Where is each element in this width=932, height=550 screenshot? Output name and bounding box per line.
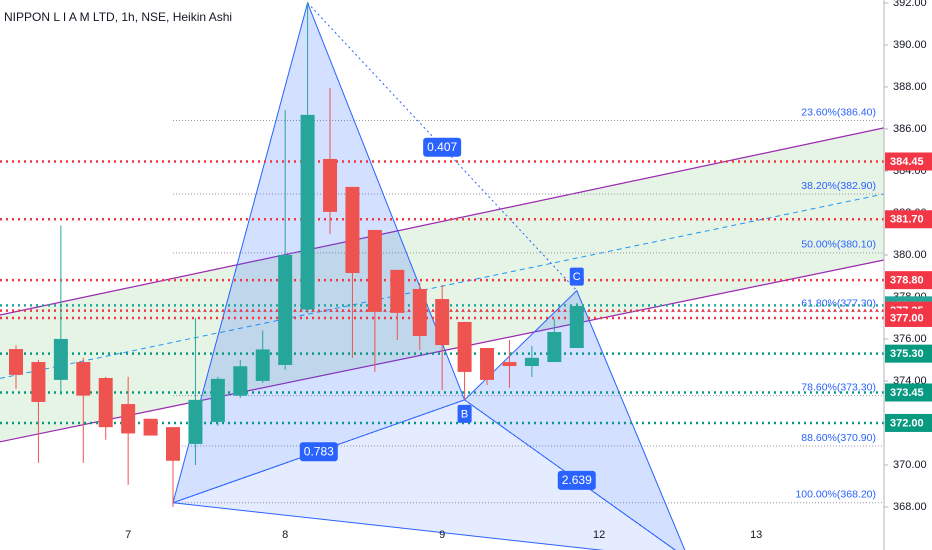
- pattern-point-box: [457, 404, 472, 423]
- y-tick-label: 388.00: [893, 81, 927, 93]
- candle-body: [255, 349, 270, 381]
- price-box: [885, 308, 932, 327]
- y-tick-label: 368.00: [893, 501, 927, 513]
- x-tick-label: 8: [282, 529, 288, 541]
- pattern-point-box: [569, 267, 584, 286]
- y-tick-label: 390.00: [893, 39, 927, 51]
- candle-body: [524, 357, 539, 367]
- price-box: [885, 210, 932, 229]
- ratio-label: 0.407: [427, 140, 457, 154]
- candle-body: [53, 338, 68, 380]
- candle-body: [390, 269, 405, 313]
- price-box-label: 384.45: [890, 156, 924, 168]
- price-box: [885, 344, 932, 363]
- fib-label: 50.00%(380.10): [801, 239, 876, 251]
- pattern-xd: [172, 502, 605, 550]
- fib-label: 78.60%(373.30): [801, 381, 876, 393]
- price-axis: 368.00370.00372.00374.00376.00378.00380.…: [884, 0, 932, 513]
- fib-label: 38.20%(382.90): [801, 180, 876, 192]
- price-box-label: 378.80: [890, 275, 924, 287]
- pattern-diag: [464, 399, 676, 550]
- price-box-label: 377.00: [890, 312, 924, 324]
- y-tick-label: 392.00: [893, 0, 927, 9]
- candle-body: [435, 299, 450, 346]
- pattern-xbd: [173, 399, 676, 550]
- price-box-label: 372.00: [890, 417, 924, 429]
- y-tick-label: 386.00: [893, 123, 927, 135]
- candle-body: [121, 404, 136, 434]
- candle-body: [457, 321, 472, 372]
- fib-label: 88.60%(370.90): [801, 432, 876, 444]
- candle-body: [547, 332, 562, 363]
- price-box-label: 381.70: [890, 214, 924, 226]
- price-box-label: 375.30: [890, 348, 924, 360]
- x-tick-label: 9: [439, 529, 445, 541]
- price-box-label: 373.45: [890, 387, 924, 399]
- x-tick-label: 12: [593, 529, 605, 541]
- candle-body: [76, 362, 91, 396]
- ratio-label: 2.639: [562, 473, 592, 487]
- candle-body: [143, 418, 158, 436]
- y-tick-label: 376.00: [893, 333, 927, 345]
- fib-label: 23.60%(386.40): [801, 106, 876, 118]
- pattern-point-label: B: [461, 408, 468, 420]
- plot-area: 23.60%(386.40) 38.20%(382.90) 50.00%(380.1…: [0, 1, 884, 550]
- candle-body: [210, 378, 225, 422]
- fib-label: 100.00%(368.20): [795, 489, 876, 501]
- chart-title: NIPPON L I A M LTD, 1h, NSE, Heikin Ashi: [4, 10, 232, 24]
- candle-body: [345, 186, 360, 274]
- x-tick-label: 7: [125, 529, 131, 541]
- candle-body: [166, 427, 181, 461]
- candle-body: [233, 366, 248, 396]
- price-box: [885, 152, 932, 171]
- channel-fill: [0, 127, 884, 442]
- candle-body: [569, 305, 584, 348]
- candle-body: [278, 254, 293, 365]
- candle-body: [31, 362, 46, 402]
- x-tick-label: 13: [750, 529, 762, 541]
- candle-body: [367, 229, 382, 312]
- candle-body: [300, 114, 315, 310]
- candle-body: [502, 362, 517, 367]
- y-tick-label: 380.00: [893, 249, 927, 261]
- candle-body: [323, 158, 338, 212]
- ratio-box: [299, 442, 338, 462]
- ratio-box: [423, 137, 462, 157]
- price-box: [885, 271, 932, 290]
- pattern-point-label: C: [573, 271, 581, 283]
- channel-upper: [0, 127, 884, 316]
- price-box: [885, 383, 932, 402]
- ratio-box: [557, 470, 596, 490]
- candle-body: [188, 399, 203, 444]
- ratio-label: 0.783: [304, 444, 334, 458]
- fib-label: 61.80%(377.30): [801, 297, 876, 309]
- candle-body: [9, 349, 23, 375]
- pattern-diag: [172, 399, 465, 504]
- candle-body: [480, 347, 495, 380]
- candle-body: [412, 288, 427, 337]
- price-box: [885, 413, 932, 432]
- candle-body: [98, 378, 113, 428]
- y-tick-label: 370.00: [893, 459, 927, 471]
